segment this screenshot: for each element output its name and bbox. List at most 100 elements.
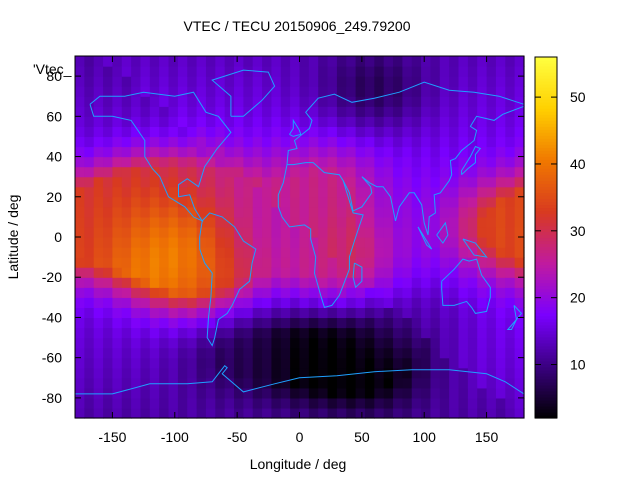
heat-cell (290, 337, 301, 349)
heat-cell (421, 86, 432, 97)
heat-cell (458, 267, 469, 278)
heat-cell (243, 247, 254, 258)
heat-cell (495, 407, 506, 419)
colorbar-band (535, 219, 557, 224)
heat-cell (159, 76, 170, 87)
heat-cell (196, 126, 207, 138)
heat-cell (505, 367, 516, 379)
heat-cell (196, 106, 207, 117)
heat-cell (112, 96, 123, 107)
heat-cell (318, 136, 329, 148)
heat-cell (505, 56, 516, 67)
heat-cell (495, 327, 506, 339)
heat-cell (467, 387, 478, 399)
heat-cell (149, 136, 160, 148)
heat-cell (224, 166, 235, 178)
heat-cell (177, 347, 188, 359)
heat-cell (112, 407, 123, 419)
heat-cell (514, 377, 525, 389)
heat-cell (336, 347, 347, 359)
heat-cell (112, 156, 123, 168)
heat-cell (131, 66, 142, 77)
heat-cell (327, 287, 338, 298)
heat-cell (103, 186, 114, 198)
colorbar-band (535, 165, 557, 169)
heat-cell (177, 297, 188, 308)
heat-cell (449, 397, 460, 409)
heat-cell (168, 267, 179, 278)
heat-cell (271, 257, 282, 268)
heat-cell (75, 216, 85, 228)
colorbar-band (535, 138, 557, 142)
heat-cell (430, 56, 441, 67)
heat-cell (271, 287, 282, 298)
heat-cell (243, 387, 254, 399)
heat-cell (514, 66, 525, 77)
heat-cell (140, 166, 151, 178)
heat-cell (75, 327, 85, 339)
heat-cell (205, 96, 216, 107)
heat-cell (215, 66, 226, 77)
colorbar-band (535, 99, 557, 103)
heat-cell (430, 86, 441, 97)
heat-cell (177, 196, 188, 208)
heat-cell (336, 257, 347, 268)
heat-cell (505, 156, 516, 168)
heat-cell (383, 146, 394, 158)
colorbar-band (535, 162, 557, 166)
heat-cell (243, 86, 254, 97)
heat-cell (290, 357, 301, 369)
heat-cell (262, 56, 273, 67)
heat-cell (140, 196, 151, 208)
heat-cell (243, 287, 254, 298)
heat-cell (159, 367, 170, 379)
heat-cell (495, 216, 506, 228)
heat-cell (75, 186, 85, 198)
heat-cell (224, 347, 235, 359)
heat-cell (234, 387, 244, 399)
heat-cell (458, 216, 469, 228)
heat-cell (393, 226, 403, 238)
heat-cell (290, 407, 301, 419)
heat-cell (205, 257, 216, 268)
heat-cell (112, 146, 123, 158)
colorbar-band (535, 60, 557, 64)
heat-cell (196, 357, 207, 369)
heat-cell (308, 86, 319, 97)
heat-cell (205, 76, 216, 87)
colorbar-band (535, 75, 557, 79)
heat-cell (355, 106, 366, 117)
heat-cell (121, 327, 132, 339)
colorbar-band (535, 351, 557, 356)
heat-cell (327, 367, 338, 379)
heat-cell (224, 257, 235, 268)
heat-cell (205, 307, 216, 319)
heat-cell (458, 407, 469, 419)
heat-cell (262, 166, 273, 178)
heat-cell (168, 387, 179, 399)
coastline (436, 221, 449, 244)
heat-cell (318, 237, 329, 248)
colorbar-band (535, 84, 557, 88)
heat-cell (514, 136, 525, 148)
heat-cell (290, 307, 301, 319)
heat-cell (196, 287, 207, 298)
heat-cell (355, 287, 366, 298)
heat-cell (215, 247, 226, 258)
heat-cell (224, 66, 235, 77)
heat-cell (495, 397, 506, 409)
heat-cell (383, 367, 394, 379)
heat-cell (439, 126, 450, 138)
heat-cell (177, 96, 188, 107)
heat-cell (234, 407, 244, 419)
heat-cell (477, 206, 488, 218)
heat-cell (93, 96, 104, 107)
colorbar-band (535, 177, 557, 181)
heat-cell (187, 76, 198, 87)
heat-cell (495, 136, 506, 148)
heat-cell (262, 146, 273, 158)
heat-cell (505, 307, 516, 319)
heat-cell (205, 126, 216, 138)
heat-cell (262, 407, 273, 419)
heat-cell (430, 226, 441, 238)
